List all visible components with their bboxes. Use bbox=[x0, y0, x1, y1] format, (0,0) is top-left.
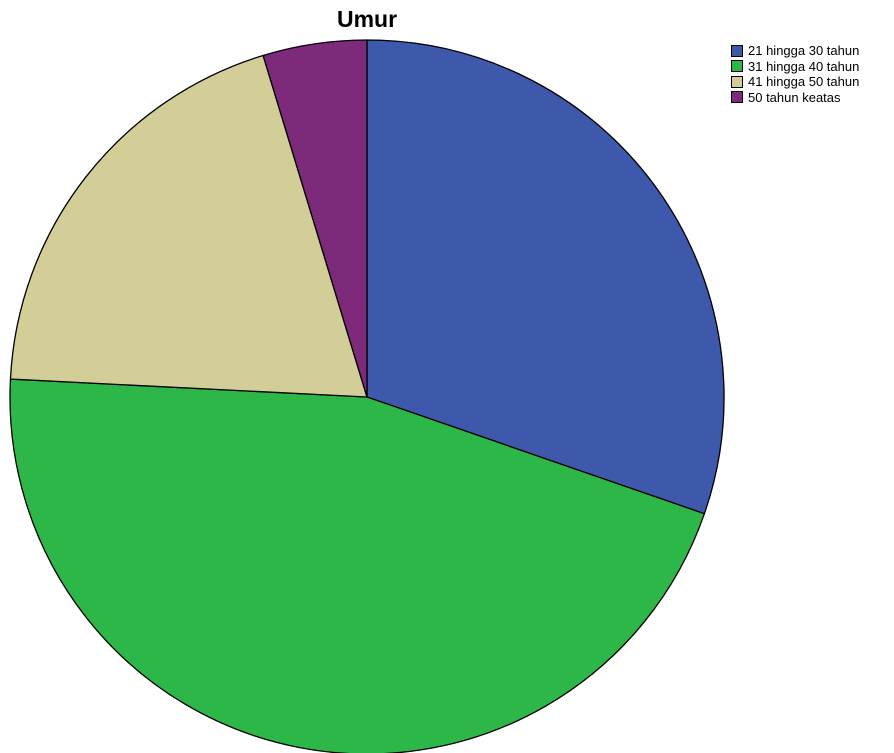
legend-item: 50 tahun keatas bbox=[731, 90, 859, 106]
legend-swatch bbox=[731, 44, 743, 57]
pie-slice bbox=[9, 54, 368, 398]
pie-slice bbox=[262, 39, 368, 398]
legend-item: 41 hingga 50 tahun bbox=[731, 74, 859, 90]
legend-item: 21 hingga 30 tahun bbox=[731, 43, 859, 59]
legend-swatch bbox=[731, 91, 743, 104]
legend-label: 50 tahun keatas bbox=[748, 89, 841, 105]
legend-swatch bbox=[731, 60, 743, 73]
legend-label: 41 hingga 50 tahun bbox=[748, 74, 860, 90]
chart-title: Umur bbox=[336, 6, 398, 32]
legend-label: 31 hingga 40 tahun bbox=[748, 58, 860, 74]
legend-item: 31 hingga 40 tahun bbox=[731, 59, 859, 75]
legend-label: 21 hingga 30 tahun bbox=[748, 43, 860, 59]
pie-slice bbox=[9, 378, 706, 753]
legend-swatch bbox=[731, 75, 743, 88]
chart-legend: 21 hingga 30 tahun 31 hingga 40 tahun 41 h… bbox=[731, 43, 859, 105]
pie-slice bbox=[366, 39, 725, 515]
